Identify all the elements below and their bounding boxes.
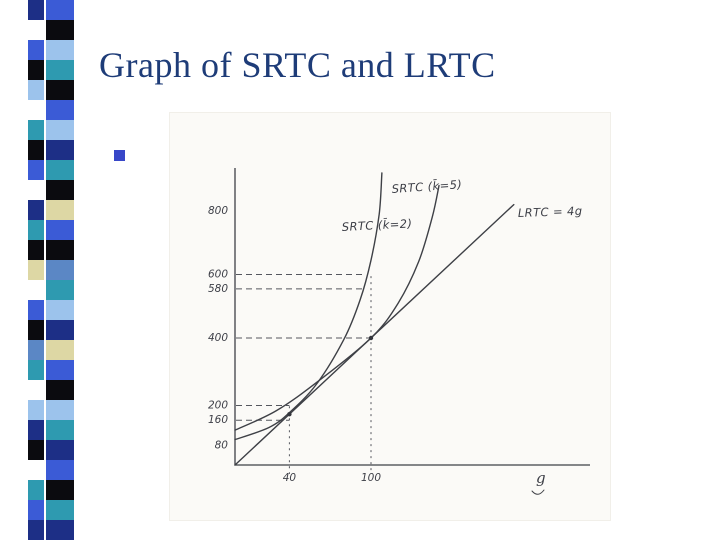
svg-text:580: 580 [208, 283, 228, 295]
svg-text:800: 800 [208, 205, 228, 217]
svg-text:SRTC (k̄=2): SRTC (k̄=2) [341, 216, 412, 234]
svg-text:80: 80 [215, 440, 229, 452]
svg-text:200: 200 [208, 400, 228, 412]
bullet-square [114, 150, 125, 161]
svg-text:600: 600 [208, 269, 228, 281]
svg-text:g: g [536, 469, 546, 487]
scanned-graph-image: 800 600 580 400 200 160 80 40 100 SRTC (k̄=5) SRTC… [170, 113, 610, 520]
svg-text:40: 40 [283, 472, 297, 484]
svg-text:LRTC = 4g: LRTC = 4g [518, 204, 583, 220]
sidebar-mosaic-left [28, 0, 44, 540]
decorative-sidebar [0, 0, 80, 540]
svg-text:100: 100 [361, 472, 381, 484]
svg-text:160: 160 [208, 414, 228, 426]
sidebar-mosaic-right [46, 0, 74, 540]
srtc-lrtc-chart: 800 600 580 400 200 160 80 40 100 SRTC (k̄=5) SRTC… [208, 168, 590, 495]
svg-text:400: 400 [208, 332, 228, 344]
slide-title: Graph of SRTC and LRTC [99, 45, 496, 85]
svg-text:SRTC (k̄=5): SRTC (k̄=5) [391, 177, 462, 196]
